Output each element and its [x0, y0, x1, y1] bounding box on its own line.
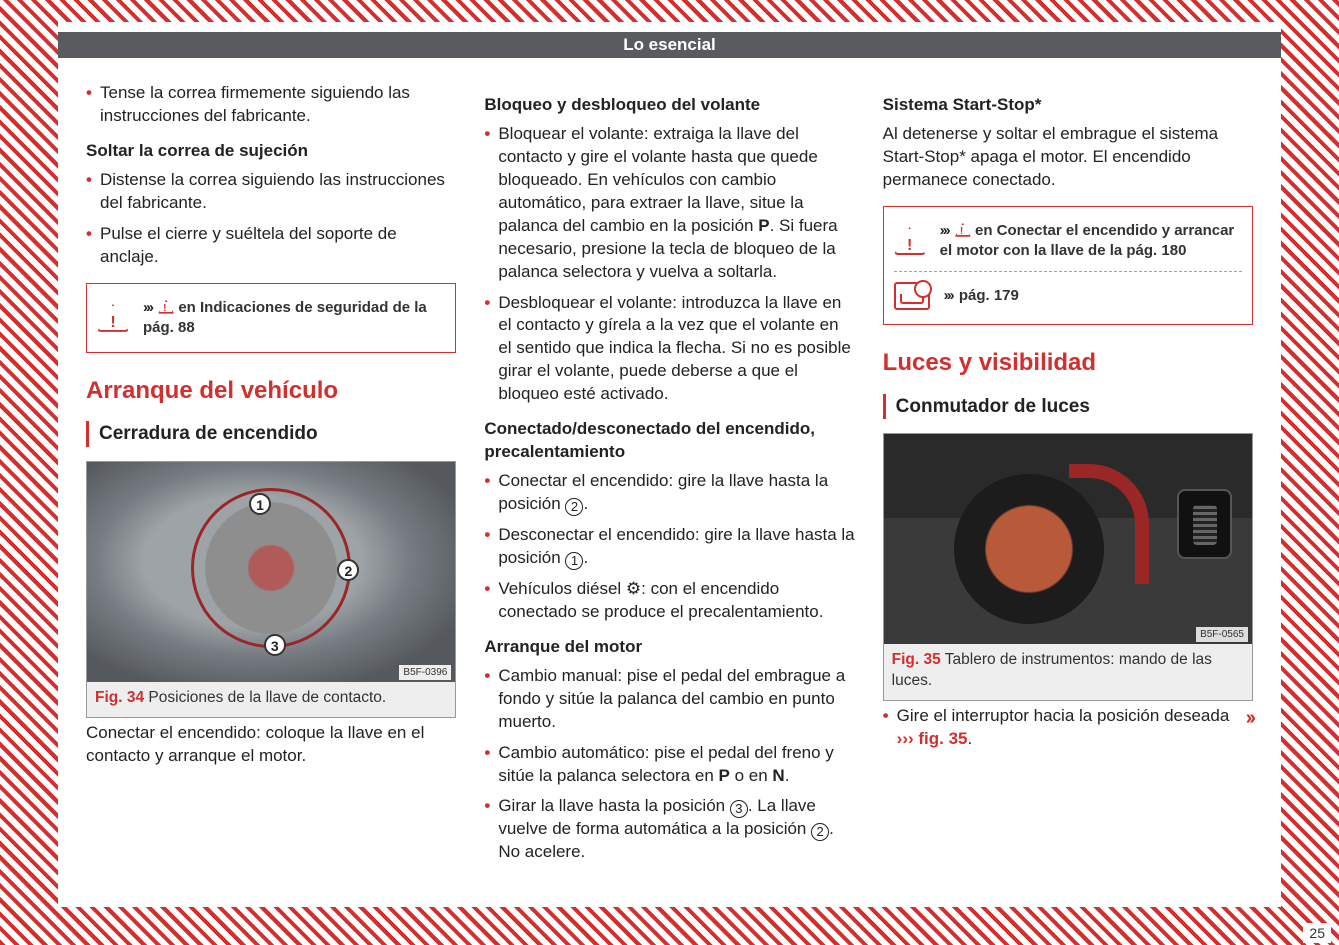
figure-35-code: B5F-0565 [1196, 627, 1248, 643]
heading-conectado-desconectado: Conectado/desconectado del encendido, pr… [484, 418, 854, 464]
bullet-pulse-cierre: Pulse el cierre y suéltela del soporte d… [86, 223, 456, 269]
ignition-ring-graphic [191, 488, 351, 648]
reference-row: ››› en Indicaciones de seguridad de la p… [97, 294, 445, 343]
section-title-luces: Luces y visibilidad [883, 347, 1253, 379]
figure-35-box: B5F-0565 Fig. 35 Tablero de instrumentos… [883, 433, 1253, 701]
bullet-tense-correa: Tense la correa firmemente siguiendo las… [86, 82, 456, 128]
paragraph-start-stop: Al detenerse y soltar el embrague el sis… [883, 123, 1253, 192]
bullet-gire-interruptor: ›› Gire el interruptor hacia la posición… [883, 705, 1253, 751]
fig-35-inline-ref: ››› fig. 35 [897, 729, 968, 748]
section-title-arranque: Arranque del vehículo [86, 375, 456, 407]
figure-34-caption: Fig. 34 Posiciones de la llave de contac… [87, 682, 455, 717]
figure-35-label: Fig. 35 [892, 651, 941, 668]
bullet-bloquear-volante: Bloquear el volante: extraiga la llave d… [484, 123, 854, 284]
reference-row-book: ››› pág. 179 [894, 271, 1242, 314]
three-column-body: Tense la correa firmemente siguiendo las… [86, 82, 1253, 895]
reference-text-180: ››› en Conectar el encendido y arrancar … [940, 221, 1242, 262]
figure-35-image: B5F-0565 [884, 434, 1252, 644]
subsection-conmutador: Conmutador de luces [883, 394, 1253, 420]
position-3-icon: 3 [730, 800, 748, 818]
page-content: Lo esencial Tense la correa firmemente s… [58, 22, 1281, 907]
reference-row-warn: ››› en Conectar el encendido y arrancar … [894, 217, 1242, 266]
figure-35-caption: Fig. 35 Tablero de instrumentos: mando d… [884, 644, 1252, 700]
subsection-cerradura: Cerradura de encendido [86, 421, 456, 447]
bullet-cambio-automatico: Cambio automático: pise el pedal del fre… [484, 742, 854, 788]
header-bar: Lo esencial [58, 32, 1281, 58]
rotation-arrow-graphic [1069, 464, 1149, 584]
heading-soltar-correa: Soltar la correa de sujeción [86, 140, 456, 163]
warning-triangle-inline-icon [955, 223, 971, 237]
position-1-icon: 1 [565, 552, 583, 570]
dimmer-switch-graphic [1177, 489, 1232, 559]
bullet-girar-llave: Girar la llave hasta la posición 3. La l… [484, 795, 854, 864]
reference-text: ››› en Indicaciones de seguridad de la p… [143, 298, 445, 339]
figure-34-label: Fig. 34 [95, 689, 144, 706]
heading-arranque-motor: Arranque del motor [484, 636, 854, 659]
heading-bloqueo-volante: Bloqueo y desbloqueo del volante [484, 94, 854, 117]
book-icon [894, 282, 930, 310]
figure-34-code: B5F-0396 [399, 665, 451, 681]
reference-box-pag88: ››› en Indicaciones de seguridad de la p… [86, 283, 456, 354]
bullet-vehiculos-diesel: Vehículos diésel ⚙: con el encendido con… [484, 578, 854, 624]
reference-box-pag180-179: ››› en Conectar el encendido y arrancar … [883, 206, 1253, 326]
bullet-cambio-manual: Cambio manual: pise el pedal del embragu… [484, 665, 854, 734]
figure-34-pin-3: 3 [264, 634, 286, 656]
warning-triangle-inline-icon [158, 300, 174, 314]
warning-triangle-icon [894, 227, 926, 255]
bullet-desbloquear-volante: Desbloquear el volante: introduzca la ll… [484, 292, 854, 407]
header-title: Lo esencial [623, 35, 716, 55]
chevron-icon: ››› [143, 299, 152, 316]
figure-34-pin-1: 1 [249, 493, 271, 515]
page-number: 25 [1303, 923, 1331, 943]
position-2b-icon: 2 [811, 823, 829, 841]
figure-34-pin-2: 2 [337, 559, 359, 581]
position-2-icon: 2 [565, 498, 583, 516]
continuation-chevron-icon: ›› [1246, 705, 1253, 732]
reference-text-179: ››› pág. 179 [944, 286, 1242, 306]
heading-start-stop: Sistema Start-Stop* [883, 94, 1253, 117]
paragraph-conectar-encendido: Conectar el encendido: coloque la llave … [86, 722, 456, 768]
warning-triangle-icon [97, 304, 129, 332]
bullet-desconectar-encendido: Desconectar el encendido: gire la llave … [484, 524, 854, 570]
figure-34-box: 1 2 3 B5F-0396 Fig. 34 Posiciones de la … [86, 461, 456, 718]
bullet-distense: Distense la correa siguiendo las instruc… [86, 169, 456, 215]
chevron-icon: ››› [944, 287, 953, 304]
figure-34-image: 1 2 3 B5F-0396 [87, 462, 455, 682]
bullet-conectar-encendido: Conectar el encendido: gire la llave has… [484, 470, 854, 516]
chevron-icon: ››› [940, 222, 949, 239]
